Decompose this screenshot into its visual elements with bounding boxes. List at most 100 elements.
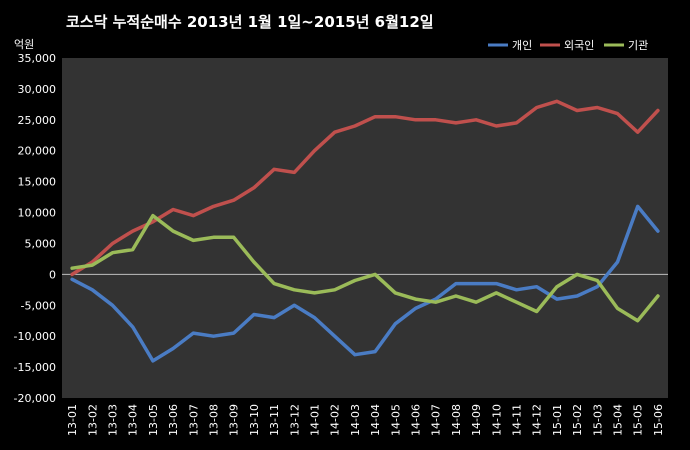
- data-point-외국인: [252, 186, 256, 189]
- data-point-기관: [596, 279, 599, 282]
- data-point-기관: [70, 267, 74, 270]
- data-point-개인: [232, 331, 235, 335]
- x-tick-label: 14-01: [309, 404, 322, 436]
- data-point-외국인: [212, 205, 215, 208]
- data-point-개인: [131, 325, 134, 329]
- data-point-기관: [434, 301, 437, 304]
- data-point-개인: [575, 294, 579, 298]
- x-tick-label: 13-06: [167, 404, 180, 436]
- series-line-외국인: [70, 99, 660, 277]
- x-tick-label: 13-12: [288, 404, 301, 436]
- data-point-개인: [555, 297, 559, 301]
- data-point-외국인: [515, 121, 518, 125]
- data-point-외국인: [535, 106, 538, 109]
- data-point-개인: [454, 282, 458, 285]
- x-tick-label: 13-02: [86, 404, 99, 436]
- data-point-개인: [616, 260, 619, 264]
- data-point-외국인: [596, 106, 599, 109]
- x-tick-label: 14-06: [410, 404, 423, 436]
- data-point-외국인: [575, 109, 579, 112]
- x-tick-label: 14-05: [389, 404, 402, 436]
- data-point-기관: [171, 229, 175, 233]
- data-point-개인: [656, 229, 660, 233]
- data-point-개인: [515, 288, 518, 291]
- data-point-외국인: [414, 118, 417, 122]
- data-point-외국인: [495, 124, 498, 128]
- data-point-외국인: [474, 118, 478, 122]
- x-tick-label: 15-05: [632, 404, 645, 436]
- data-point-외국인: [171, 208, 175, 211]
- data-point-개인: [212, 335, 215, 338]
- data-point-개인: [192, 331, 195, 335]
- data-point-외국인: [434, 118, 437, 122]
- data-point-외국인: [151, 220, 155, 223]
- data-point-외국인: [313, 149, 316, 152]
- data-point-기관: [414, 297, 417, 301]
- x-tick-label: 14-02: [329, 404, 342, 436]
- series-line-기관: [70, 213, 660, 323]
- data-point-개인: [171, 347, 175, 350]
- data-point-외국인: [454, 121, 458, 125]
- y-tick-label: -15,000: [14, 361, 56, 374]
- data-point-기관: [535, 310, 538, 313]
- plot-area: [62, 58, 668, 398]
- x-tick-label: 15-01: [551, 404, 564, 436]
- data-point-외국인: [272, 168, 276, 171]
- data-point-개인: [293, 304, 296, 307]
- data-point-외국인: [656, 109, 660, 112]
- x-tick-label: 13-07: [187, 404, 200, 436]
- y-tick-label: -10,000: [14, 330, 56, 343]
- x-tick-label: 15-02: [571, 404, 584, 436]
- series-line-개인: [70, 204, 660, 363]
- data-point-외국인: [616, 112, 619, 115]
- x-tick-label: 13-05: [147, 404, 160, 436]
- x-tick-label: 13-09: [228, 404, 241, 436]
- data-point-외국인: [394, 115, 397, 118]
- data-point-개인: [111, 304, 114, 307]
- x-tick-label: 14-03: [349, 404, 362, 436]
- data-point-기관: [313, 291, 316, 295]
- data-point-외국인: [192, 214, 195, 217]
- legend-label-개인: 개인: [512, 39, 532, 52]
- data-point-외국인: [353, 124, 357, 128]
- legend-label-외국인: 외국인: [564, 39, 594, 52]
- data-point-외국인: [70, 273, 74, 276]
- y-tick-label: -20,000: [14, 392, 56, 405]
- data-point-기관: [151, 214, 155, 217]
- data-point-기관: [212, 236, 215, 239]
- x-tick-label: 14-11: [511, 404, 524, 436]
- y-tick-label: 25,000: [18, 114, 57, 127]
- x-tick-label: 14-09: [470, 404, 483, 436]
- data-point-개인: [414, 307, 417, 310]
- y-tick-label: 30,000: [18, 83, 57, 96]
- x-tick-label: 15-04: [612, 404, 625, 436]
- x-tick-label: 14-08: [450, 404, 463, 436]
- x-tick-label: 13-11: [268, 404, 281, 436]
- x-tick-label: 14-04: [369, 404, 382, 436]
- y-tick-label: -5,000: [21, 299, 56, 312]
- data-point-개인: [596, 285, 599, 288]
- data-point-기관: [131, 248, 134, 251]
- y-tick-label: 5,000: [25, 237, 57, 250]
- data-point-개인: [373, 350, 377, 353]
- x-axis: 13-01 13-02 13-03 13-04 13-05 13-06 13-07 13-08…: [66, 404, 665, 436]
- chart-title: 코스닥 누적순매수 2013년 1월 1일~2015년 6월12일: [66, 13, 434, 31]
- data-point-기관: [91, 263, 94, 267]
- data-point-기관: [333, 288, 336, 291]
- data-point-기관: [515, 301, 518, 304]
- data-point-외국인: [131, 229, 134, 233]
- y-tick-label: 15,000: [18, 176, 57, 189]
- data-point-외국인: [373, 115, 377, 118]
- series-lines: [70, 99, 660, 363]
- data-point-외국인: [293, 171, 296, 174]
- data-point-기관: [474, 301, 478, 304]
- y-tick-label: 0: [49, 268, 56, 281]
- data-point-기관: [555, 285, 559, 288]
- x-tick-label: 13-04: [127, 404, 140, 436]
- data-point-기관: [353, 279, 357, 282]
- y-tick-label: 20,000: [18, 145, 57, 158]
- data-point-기관: [495, 291, 498, 295]
- data-point-개인: [394, 322, 397, 325]
- data-point-개인: [474, 282, 478, 285]
- data-point-기관: [232, 236, 235, 239]
